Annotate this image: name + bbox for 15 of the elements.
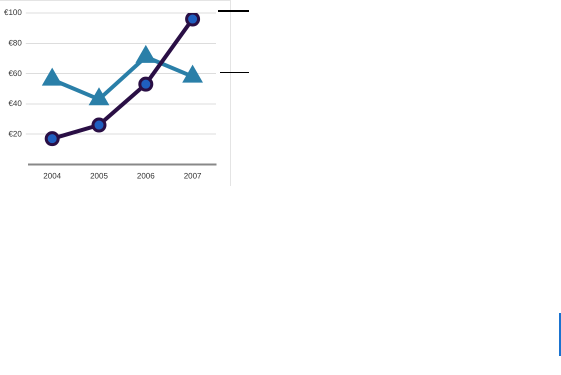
point [42,69,62,86]
point [136,46,156,63]
x-tick-label: 2006 [136,171,156,180]
y-tick-label: €40 [8,99,22,108]
y-tick-label: €60 [8,68,22,78]
x-tick-label: 2007 [184,171,202,180]
point [183,66,202,83]
y-tick-label: €80 [8,38,22,48]
point [92,118,106,133]
point [90,88,108,106]
x-tick-label: 2005 [90,171,108,180]
y-tick-label: €20 [8,129,22,138]
x-tick-label: 2004 [43,171,62,180]
point [44,131,60,146]
y-tick-label: €100 [4,8,22,18]
